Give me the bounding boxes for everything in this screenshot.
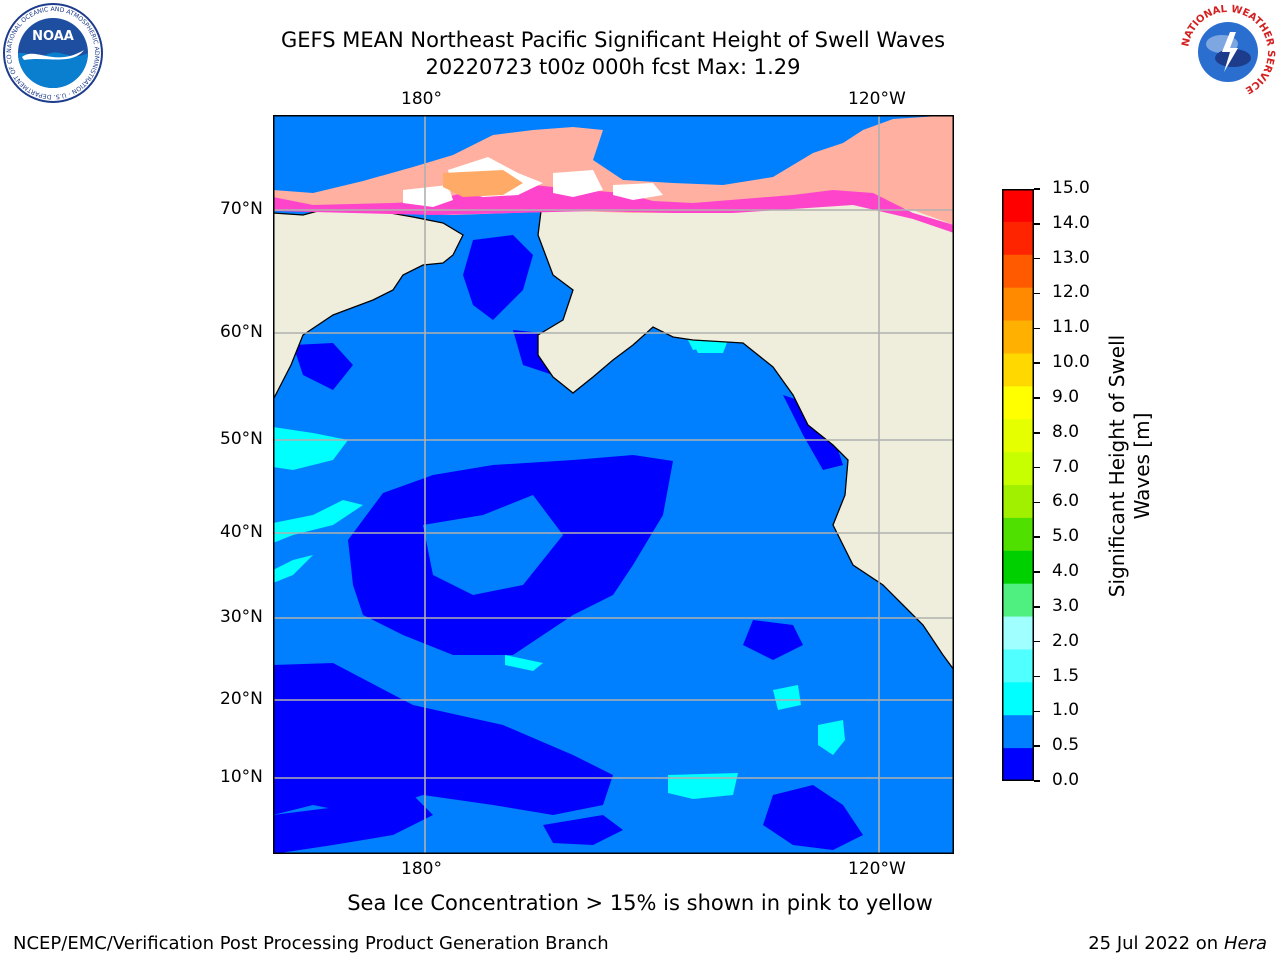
lon-label-bottom-180: 180° <box>401 859 442 879</box>
colorbar-tick-label: 14.0 <box>1052 212 1090 233</box>
colorbar-tick-label: 5.0 <box>1052 526 1080 547</box>
chart-title: GEFS MEAN Northeast Pacific Significant … <box>280 28 946 52</box>
colorbar-tick <box>1034 362 1040 364</box>
colorbar-tick-label: 1.5 <box>1052 665 1080 686</box>
colorbar-segment <box>1002 221 1034 256</box>
colorbar-title-line2: Waves [m] <box>1130 412 1154 520</box>
svg-text:NOAA: NOAA <box>32 29 74 44</box>
footer-date: 25 Jul 2022 on Hera <box>1088 933 1267 954</box>
colorbar-tick <box>1034 257 1040 260</box>
colorbar-segment <box>1002 715 1034 749</box>
lat-label-20n: 20°N <box>220 689 263 709</box>
colorbar-segment <box>1002 419 1034 453</box>
lat-label-70n: 70°N <box>220 199 263 219</box>
graticule <box>273 115 954 854</box>
colorbar-tick-label: 8.0 <box>1052 421 1080 442</box>
colorbar-tick <box>1034 466 1040 469</box>
lat-label-30n: 30°N <box>220 607 263 627</box>
colorbar-tick <box>1034 710 1040 713</box>
land-masses <box>273 194 954 672</box>
colorbar-segment <box>1002 682 1034 716</box>
colorbar-segment <box>1002 583 1034 618</box>
colorbar-segment <box>1002 748 1034 781</box>
colorbar-tick-label: 4.0 <box>1052 561 1080 582</box>
sea-ice-annotation: Sea Ice Concentration > 15% is shown in … <box>347 891 933 915</box>
colorbar-tick-label: 2.0 <box>1052 630 1080 651</box>
colorbar-frame <box>1002 189 1034 781</box>
colorbar-tick-label: 10.0 <box>1052 352 1090 373</box>
colorbar-segment <box>1002 353 1034 387</box>
footer-machine: Hera <box>1223 933 1267 954</box>
colorbar-tick <box>1034 223 1040 225</box>
colorbar-tick <box>1034 780 1040 782</box>
map-panel <box>273 115 954 854</box>
lat-label-10n: 10°N <box>220 767 263 787</box>
colorbar-tick-label: 9.0 <box>1052 386 1080 407</box>
colorbar-tick <box>1034 536 1040 538</box>
noaa-logo: NATIONAL OCEANIC AND ATMOSPHERIC ADMINIS… <box>2 2 103 103</box>
colorbar-tick <box>1034 327 1040 330</box>
colorbar-segment <box>1002 517 1034 552</box>
colorbar-tick-label: 15.0 <box>1052 178 1090 198</box>
swell-mid-regions <box>273 335 845 799</box>
nws-logo: NATIONAL WEATHER SERVICE <box>1180 4 1276 100</box>
colorbar <box>1002 189 1034 781</box>
footer-credit: NCEP/EMC/Verification Post Processing Pr… <box>13 933 609 954</box>
colorbar-tick-label: 0.0 <box>1052 770 1080 790</box>
colorbar-segment <box>1002 320 1034 354</box>
map-frame <box>273 115 954 854</box>
chart-subtitle: 20220723 t00z 000h fcst Max: 1.29 <box>425 55 801 79</box>
lon-label-bottom-120w: 120°W <box>848 859 906 879</box>
colorbar-tick <box>1034 188 1040 190</box>
colorbar-tick <box>1034 571 1040 573</box>
colorbar-segment <box>1002 550 1034 585</box>
colorbar-tick <box>1034 606 1040 608</box>
colorbar-tick <box>1034 292 1040 295</box>
colorbar-segment <box>1002 452 1034 486</box>
colorbar-tick <box>1034 432 1040 434</box>
colorbar-segment <box>1002 189 1034 223</box>
colorbar-segment <box>1002 616 1034 650</box>
colorbar-tick-label: 6.0 <box>1052 491 1080 512</box>
colorbar-tick <box>1034 501 1040 504</box>
colorbar-segment <box>1002 287 1034 322</box>
lat-label-40n: 40°N <box>220 522 263 542</box>
colorbar-tick-label: 11.0 <box>1052 317 1090 338</box>
colorbar-tick-label: 12.0 <box>1052 282 1090 303</box>
colorbar-tick <box>1034 640 1040 643</box>
lon-label-top-180: 180° <box>401 89 442 109</box>
colorbar-tick-label: 1.0 <box>1052 700 1080 721</box>
colorbar-segment <box>1002 649 1034 683</box>
colorbar-segment <box>1002 386 1034 420</box>
colorbar-tick <box>1034 675 1040 678</box>
colorbar-tick-label: 7.0 <box>1052 456 1080 477</box>
colorbar-tick <box>1034 745 1040 747</box>
colorbar-segment <box>1002 485 1034 519</box>
lon-label-top-120w: 120°W <box>848 89 906 109</box>
colorbar-tick <box>1034 397 1040 399</box>
lat-label-60n: 60°N <box>220 322 263 342</box>
colorbar-title-line1: Significant Height of Swell <box>1105 334 1129 598</box>
swell-low-regions <box>273 235 863 854</box>
colorbar-tick-label: 13.0 <box>1052 247 1090 268</box>
colorbar-segment <box>1002 254 1034 289</box>
sea-ice-band <box>273 115 954 233</box>
footer-date-text: 25 Jul 2022 on <box>1088 933 1224 954</box>
colorbar-tick-label: 0.5 <box>1052 735 1080 756</box>
colorbar-tick-label: 3.0 <box>1052 595 1080 616</box>
lat-label-50n: 50°N <box>220 429 263 449</box>
